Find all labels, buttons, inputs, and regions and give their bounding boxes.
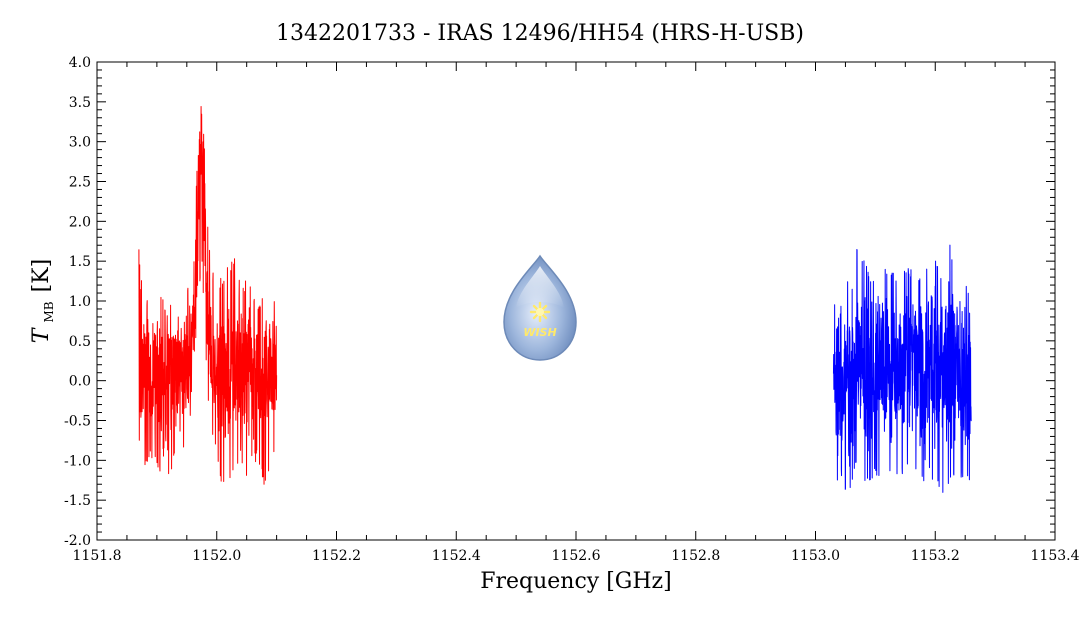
y-axis-label: T MB [K] — [29, 259, 57, 343]
y-tick-label: 1.0 — [69, 294, 91, 310]
y-tick-label: 0.0 — [69, 374, 91, 390]
wish-logo-text: WISH — [523, 326, 556, 339]
wish-logo-icon: WISH — [503, 254, 577, 361]
y-tick-label: 2.0 — [69, 214, 91, 230]
y-tick-label: 3.5 — [69, 95, 91, 111]
y-tick-label: -1.5 — [64, 493, 91, 509]
y-axis-label-unit: [K] — [29, 259, 54, 293]
y-tick-label: 1.5 — [69, 254, 91, 270]
y-axis-label-subscript: MB — [42, 301, 56, 322]
x-tick-label: 1152.2 — [312, 548, 361, 564]
x-tick-label: 1152.8 — [671, 548, 720, 564]
y-axis-ticks: -2.0 -1.5 -1.0 -0.5 0.0 0.5 1.0 1.5 2.0 2.5 3.0 3.5… — [64, 55, 1055, 549]
x-tick-label: 1152.4 — [432, 548, 481, 564]
plot-series — [138, 106, 972, 493]
y-axis-label-symbol: T — [29, 326, 54, 343]
y-tick-label: 2.5 — [69, 175, 91, 191]
x-tick-label: 1153.0 — [791, 548, 840, 564]
y-tick-label: 0.5 — [69, 334, 91, 350]
y-tick-label: 4.0 — [69, 55, 91, 71]
y-tick-label: -0.5 — [64, 414, 91, 430]
y-tick-label: -2.0 — [64, 533, 91, 549]
x-tick-label: 1153.2 — [911, 548, 960, 564]
y-tick-label: -1.0 — [64, 453, 91, 469]
x-tick-label: 1152.0 — [192, 548, 241, 564]
spectrum-series-2 — [832, 244, 972, 493]
spectrum-series-1 — [138, 106, 278, 485]
x-tick-label: 1151.8 — [73, 548, 122, 564]
x-tick-label: 1152.6 — [552, 548, 601, 564]
x-axis-ticks: 1151.8 1152.0 1152.2 1152.4 1152.6 1152.8 1153… — [73, 62, 1080, 564]
x-tick-label: 1153.4 — [1031, 548, 1080, 564]
y-tick-label: 3.0 — [69, 135, 91, 151]
chart-title: 1342201733 - IRAS 12496/HH54 (HRS-H-USB) — [276, 21, 804, 46]
svg-text:T MB [K]: T MB [K] — [29, 259, 57, 343]
x-axis-label: Frequency [GHz] — [480, 569, 672, 594]
